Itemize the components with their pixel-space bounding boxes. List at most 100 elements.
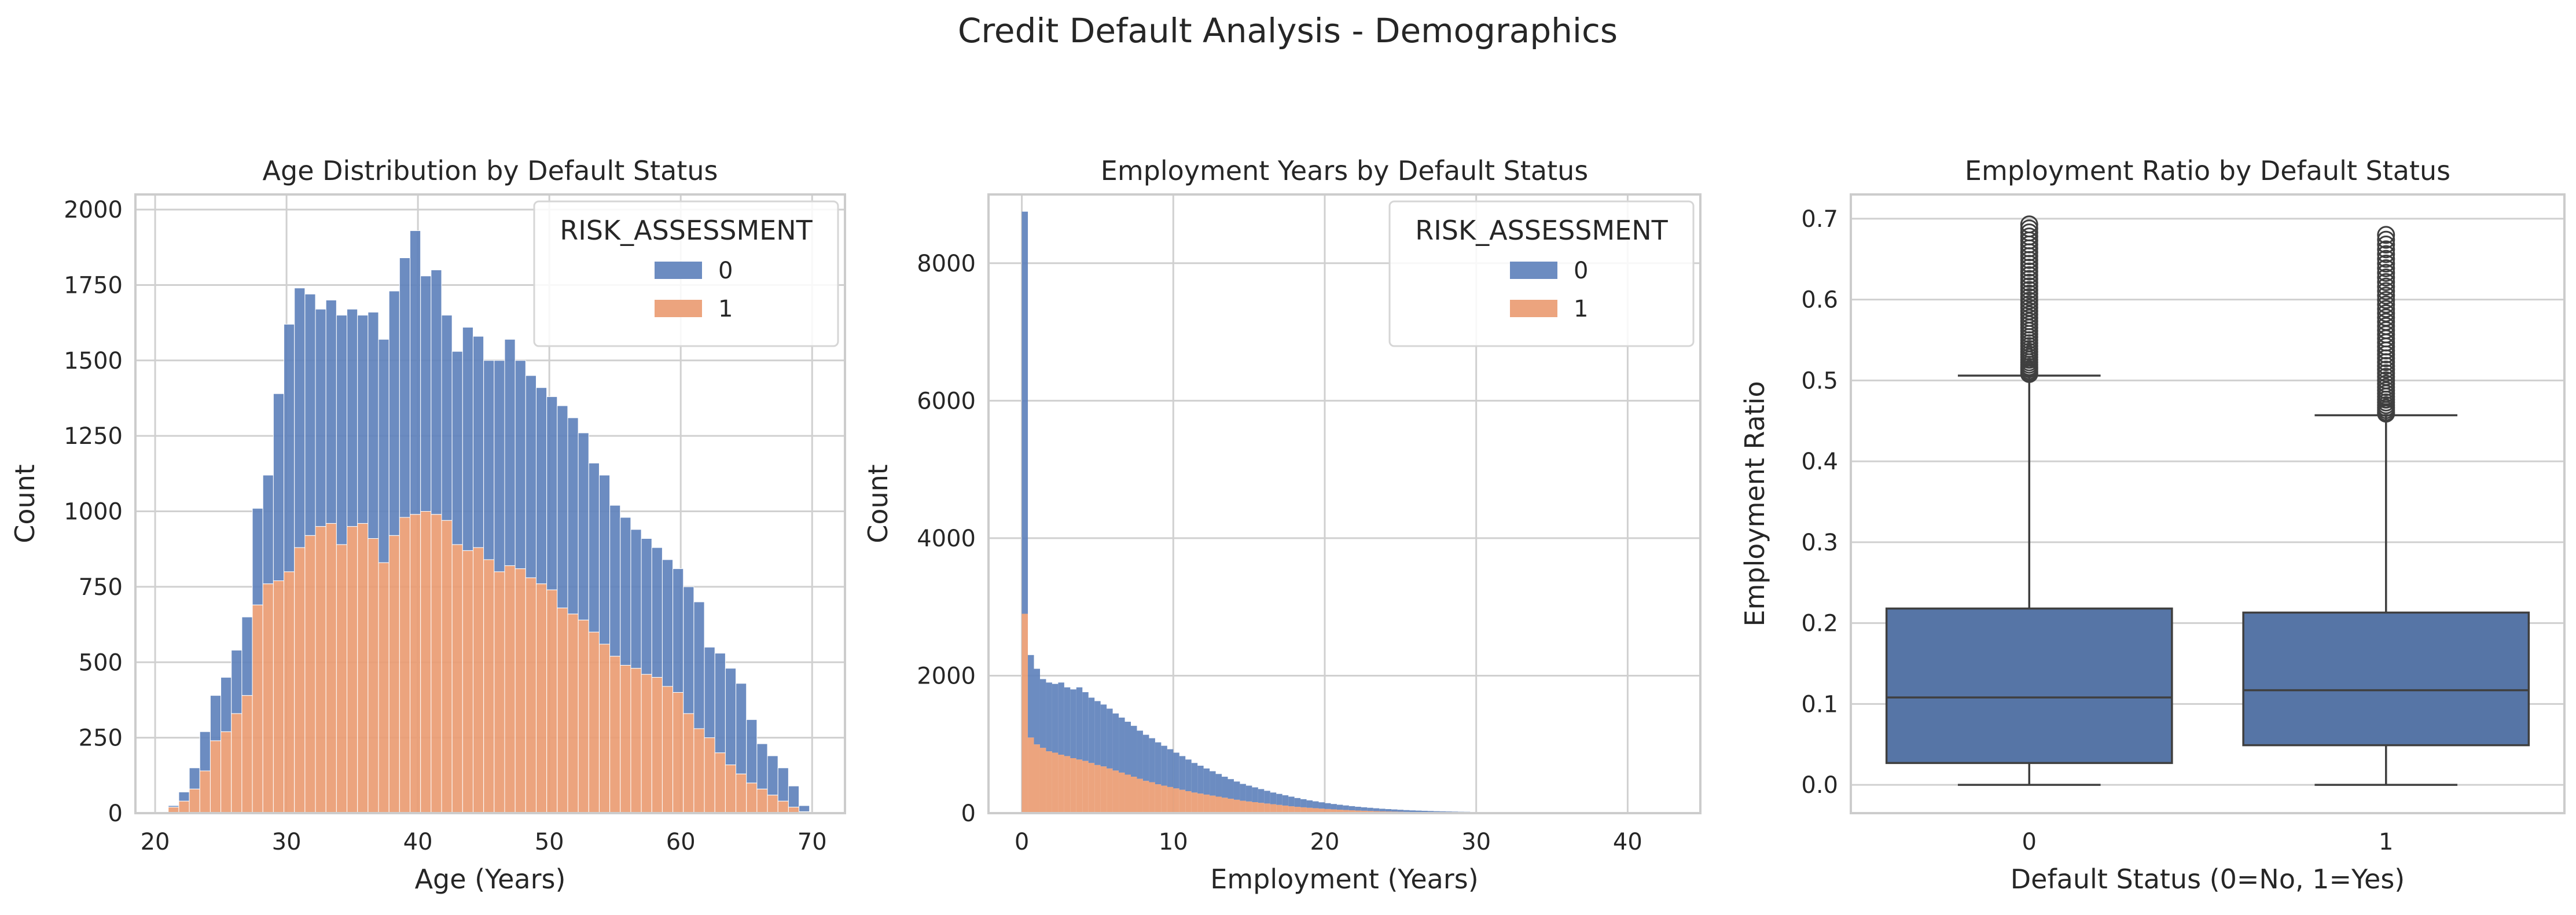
bar-class-0: [462, 326, 473, 551]
bar-class-0: [1324, 803, 1331, 809]
bar-class-0: [1173, 752, 1179, 789]
panel-title: Employment Ratio by Default Status: [1965, 155, 2450, 186]
x-tick-label: 20: [141, 829, 170, 855]
bar-class-0: [777, 767, 789, 802]
bar-class-0: [1228, 779, 1234, 799]
legend-title: RISK_ASSESSMENT: [1415, 215, 1668, 246]
bar-class-0: [294, 288, 306, 548]
legend-label-1: 1: [718, 296, 733, 322]
bar-class-0: [1300, 799, 1307, 807]
bar-class-0: [1294, 798, 1301, 807]
bar-class-0: [241, 616, 253, 696]
bar-class-0: [598, 475, 611, 645]
bar-class-1: [1179, 789, 1186, 813]
bar-class-0: [788, 785, 800, 808]
bar-class-0: [1094, 701, 1101, 765]
bar-class-1: [598, 644, 611, 814]
bar-class-1: [1306, 807, 1313, 813]
bar-class-1: [431, 514, 442, 814]
bar-class-0: [1064, 687, 1071, 756]
bar-class-1: [1185, 791, 1192, 813]
bar-class-0: [451, 351, 463, 545]
bar-class-0: [420, 275, 432, 512]
bar-class-1: [378, 562, 389, 814]
bar-class-1: [1191, 792, 1198, 813]
outlier-point: [2020, 223, 2038, 242]
bar-class-0: [1233, 781, 1240, 800]
bar-class-1: [262, 583, 274, 814]
bar-class-1: [399, 517, 411, 814]
bar-class-1: [472, 547, 484, 814]
outlier-point: [2377, 286, 2395, 305]
outlier-point: [2377, 277, 2395, 296]
bar-class-1: [1233, 799, 1240, 813]
bar-class-1: [630, 668, 642, 814]
bar-class-1: [1258, 803, 1265, 813]
bar-class-1: [1228, 799, 1234, 813]
bar-class-1: [620, 664, 631, 814]
bar-class-1: [1076, 759, 1083, 813]
bar-class-1: [567, 613, 579, 814]
employment-ratio-boxplot-panel: 0 1 0.0 0.1 0.2 0.3 0.4 0.5 0.6 0.7 Employment Rat…: [1739, 155, 2566, 895]
bar-class-0: [641, 538, 652, 675]
bar-class-1: [1336, 810, 1343, 813]
bar-class-0: [1082, 692, 1089, 761]
bar-class-0: [546, 396, 558, 590]
outlier-point: [2020, 215, 2038, 234]
bar-class-1: [1276, 804, 1283, 813]
bar-class-0: [1245, 785, 1252, 802]
bar-class-0: [1361, 807, 1368, 811]
bar-class-1: [357, 523, 369, 814]
bar-class-0: [252, 508, 263, 605]
bar-class-1: [315, 526, 326, 814]
bar-class-0: [1416, 810, 1422, 813]
outlier-point: [2377, 304, 2395, 322]
x-tick-label: 0: [1015, 829, 1029, 855]
bar-class-1: [494, 571, 505, 814]
bar-class-0: [178, 791, 190, 802]
y-tick-label: 500: [79, 649, 123, 676]
bar-class-1: [662, 686, 674, 814]
bar-class-1: [1355, 810, 1361, 813]
bar-class-0: [1282, 795, 1289, 806]
bar-class-0: [673, 568, 684, 693]
bar-class-1: [1361, 810, 1368, 813]
bar-class-1: [1094, 765, 1101, 813]
bar-class-0: [1258, 789, 1265, 803]
bar-class-1: [504, 565, 516, 814]
bar-class-0: [557, 405, 568, 608]
y-tick-label: 1500: [64, 348, 123, 374]
bar-class-0: [1270, 792, 1277, 804]
bar-class-0: [756, 743, 768, 789]
y-tick-label: 8000: [917, 251, 976, 277]
bar-class-1: [1282, 805, 1289, 813]
y-tick-label: 0.7: [1801, 206, 1838, 233]
bar-class-1: [304, 535, 316, 814]
bar-class-1: [231, 713, 242, 814]
y-axis-label: Count: [862, 464, 894, 543]
x-tick-label: 40: [1613, 829, 1642, 855]
bars: [168, 230, 810, 814]
outlier-point: [2020, 219, 2038, 238]
bar-class-0: [368, 311, 379, 539]
bar-class-0: [1046, 682, 1052, 752]
bar-class-1: [756, 788, 768, 814]
bar-class-1: [1222, 798, 1228, 813]
y-axis-label: Count: [9, 464, 41, 543]
bar-class-0: [1276, 793, 1283, 805]
bar-class-0: [1028, 655, 1034, 738]
bar-class-1: [1197, 793, 1204, 813]
legend-label-0: 0: [718, 258, 733, 284]
bar-class-0: [1137, 730, 1143, 779]
outlier-point: [2377, 263, 2395, 282]
outlier-point: [2377, 268, 2395, 286]
bar-class-1: [1240, 800, 1246, 813]
outlier-point: [2377, 282, 2395, 300]
bar-class-0: [567, 417, 579, 615]
bar-class-1: [1028, 737, 1034, 813]
bar-class-1: [1155, 784, 1162, 813]
bar-class-0: [378, 339, 389, 563]
bar-class-1: [683, 713, 694, 814]
bar-class-1: [1100, 766, 1107, 813]
